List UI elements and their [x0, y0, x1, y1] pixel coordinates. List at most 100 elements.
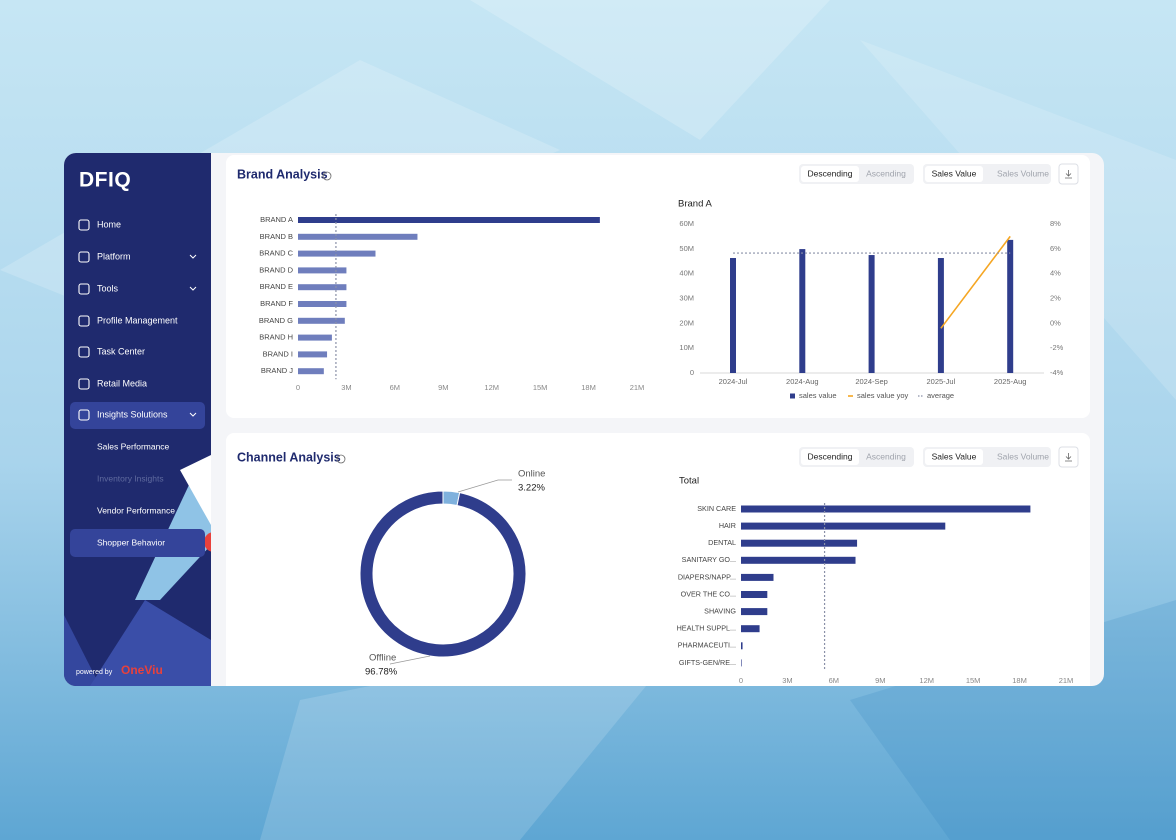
legend-label: average — [927, 391, 954, 400]
bar — [741, 556, 856, 564]
x-tick-label: 3M — [782, 676, 792, 685]
bar — [741, 573, 774, 581]
x-tick-label: 12M — [484, 383, 499, 392]
x-tick-label: 6M — [829, 676, 839, 685]
bar — [741, 591, 768, 598]
donut-slice — [359, 490, 527, 658]
category-label: BRAND G — [259, 316, 293, 325]
line-series — [940, 235, 1011, 329]
bar — [298, 351, 328, 358]
toggle-button[interactable]: Sales Volume — [997, 451, 1049, 461]
x-tick-label: 21M — [1059, 676, 1074, 685]
download-icon — [1065, 170, 1072, 179]
nav-subitem[interactable]: Sales Performance — [97, 441, 170, 451]
category-label: SHAVING — [704, 607, 736, 616]
y-tick-label: 60M — [679, 219, 694, 228]
toggle-selected — [801, 166, 859, 182]
toggle-button[interactable]: Sales Value — [932, 168, 977, 178]
nav-item[interactable]: Tools — [97, 283, 119, 293]
x-tick-label: 6M — [390, 383, 400, 392]
chart-title: Total — [679, 476, 699, 487]
bar — [730, 258, 736, 373]
slice-label: Offline — [369, 653, 396, 664]
nav-item[interactable]: Insights Solutions — [97, 409, 168, 419]
category-label: BRAND B — [260, 232, 293, 241]
content: DFIQ Home Platform Tools Profile Management T… — [76, 163, 1079, 685]
category-label: BRAND H — [259, 333, 293, 342]
nav-icon — [78, 409, 90, 421]
category-label: PHARMACEUTI... — [678, 641, 736, 650]
nav-subitem[interactable]: Inventory Insights — [97, 473, 164, 483]
nav-item[interactable]: Retail Media — [97, 378, 147, 388]
y-tick-label: 50M — [679, 244, 694, 253]
toggle-button[interactable]: Ascending — [866, 168, 906, 178]
x-tick-label: 2024-Sep — [855, 377, 888, 386]
bar — [298, 368, 324, 375]
nav-active — [70, 402, 205, 429]
deco — [180, 455, 211, 525]
panel-title: Brand Analysis — [237, 167, 328, 181]
legend-label: sales value — [799, 391, 837, 400]
slice-value: 96.78% — [365, 667, 398, 678]
logo: DFIQ — [79, 169, 131, 192]
chevron — [189, 254, 197, 259]
bar — [741, 505, 1031, 513]
bar — [741, 642, 743, 650]
x-tick-label: 2024-Jul — [719, 377, 748, 386]
leader-line — [389, 655, 431, 665]
category-label: BRAND F — [260, 299, 293, 308]
nav-subitem[interactable]: Vendor Performance — [97, 505, 175, 515]
bar — [799, 249, 806, 373]
category-label: BRAND A — [260, 215, 293, 224]
category-label: DIAPERS/NAPP... — [678, 572, 736, 581]
leader-line — [457, 479, 512, 493]
category-label: OVER THE CO... — [681, 589, 736, 598]
x-tick-label: 0 — [296, 383, 300, 392]
y2-tick-label: -2% — [1050, 343, 1064, 352]
app-window: DFIQ Home Platform Tools Profile Management T… — [64, 153, 1104, 686]
nav-item[interactable]: Profile Management — [97, 315, 178, 325]
y2-tick-label: 2% — [1050, 293, 1061, 302]
y-tick-label: 20M — [679, 318, 694, 327]
bar — [298, 217, 600, 223]
nav-subitem[interactable]: Shopper Behavior — [97, 537, 165, 547]
y2-tick-label: 8% — [1050, 219, 1061, 228]
deco — [204, 532, 211, 552]
nav-item[interactable]: Task Center — [97, 346, 145, 356]
bar — [741, 539, 858, 547]
brand-logo: OneViu — [121, 663, 163, 677]
x-tick-label: 15M — [966, 676, 981, 685]
category-label: BRAND I — [263, 349, 293, 358]
chevron — [189, 412, 197, 417]
category-label: BRAND D — [259, 265, 293, 274]
bar — [298, 284, 347, 291]
bar — [298, 267, 347, 274]
bar — [298, 250, 376, 257]
x-tick-label: 18M — [581, 383, 596, 392]
toggle-button[interactable]: Ascending — [866, 451, 906, 461]
bar — [298, 334, 332, 341]
toggle-button[interactable]: Sales Volume — [997, 168, 1049, 178]
nav-item[interactable]: Home — [97, 219, 121, 229]
category-label: SKIN CARE — [697, 504, 736, 513]
y2-tick-label: -4% — [1050, 368, 1064, 377]
nav-icon — [78, 283, 90, 295]
powered-by: powered by — [76, 669, 113, 676]
category-label: HEALTH SUPPL... — [677, 624, 736, 633]
toggle-button[interactable]: Sales Value — [932, 451, 977, 461]
legend-swatch — [790, 393, 795, 399]
toggle-button[interactable]: Descending — [808, 168, 853, 178]
toggle-selected — [801, 449, 859, 465]
panel — [226, 155, 1090, 418]
nav-item[interactable]: Platform — [97, 251, 131, 261]
category-label: BRAND E — [260, 282, 293, 291]
nav-icon — [78, 378, 90, 390]
x-tick-label: 12M — [919, 676, 934, 685]
legend-label: sales value yoy — [857, 391, 909, 400]
x-tick-label: 2024-Aug — [786, 377, 819, 386]
y-tick-label: 0 — [690, 368, 694, 377]
y2-tick-label: 6% — [1050, 244, 1061, 253]
toggle-button[interactable]: Descending — [808, 451, 853, 461]
